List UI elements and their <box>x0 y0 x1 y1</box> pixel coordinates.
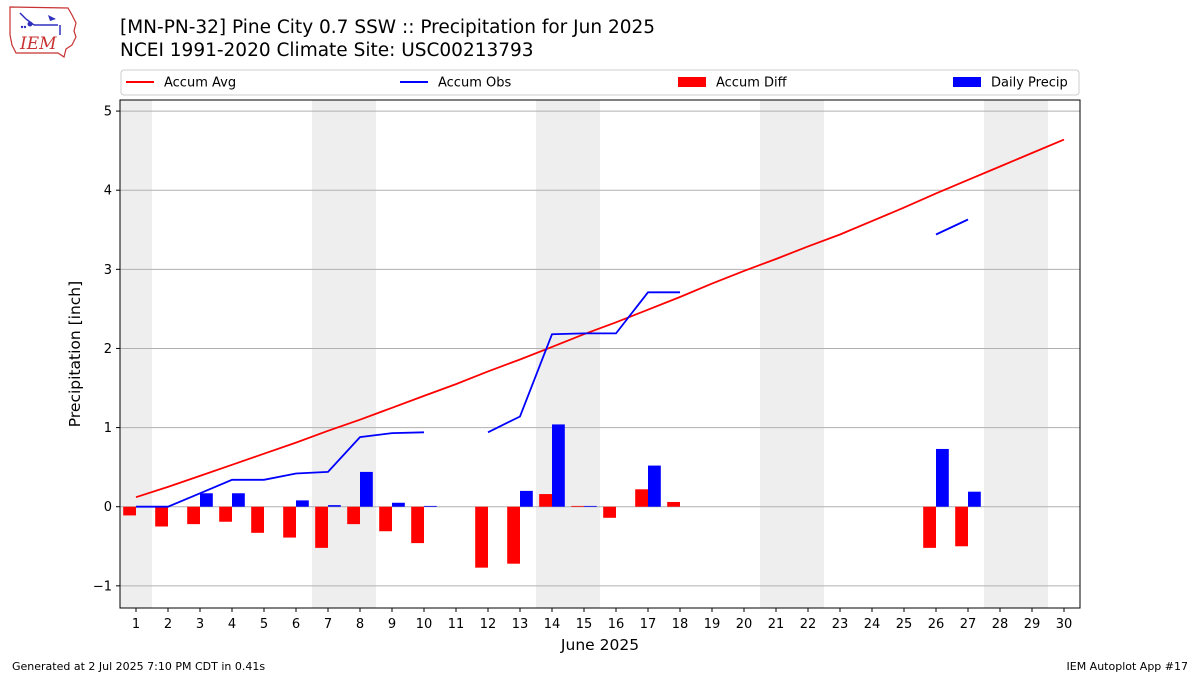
x-tick-label: 14 <box>544 617 561 632</box>
y-tick-label: 2 <box>104 342 112 357</box>
daily-precip-bar <box>968 491 981 507</box>
x-tick-label: 4 <box>228 617 236 632</box>
iem-logo-graphic: IEM <box>9 6 77 58</box>
accum-diff-bar <box>347 506 360 525</box>
y-tick-label: 5 <box>104 105 112 120</box>
daily-precip-bar <box>360 471 373 507</box>
accum-diff-bar <box>635 489 648 507</box>
footer-generated: Generated at 2 Jul 2025 7:10 PM CDT in 0… <box>12 660 266 673</box>
accum-diff-bar <box>603 506 616 518</box>
y-tick-label: 4 <box>104 184 112 199</box>
accum-diff-bar <box>219 506 232 522</box>
y-tick-label: 3 <box>104 263 112 278</box>
weekend-band <box>760 100 824 608</box>
x-tick-label: 24 <box>864 617 881 632</box>
x-tick-label: 3 <box>196 617 204 632</box>
x-tick-label: 9 <box>388 617 396 632</box>
accum-diff-bar <box>507 506 520 564</box>
x-tick-label: 27 <box>960 617 977 632</box>
accum-diff-bar <box>251 506 264 533</box>
x-tick-label: 16 <box>608 617 625 632</box>
accum-obs-line <box>935 218 969 236</box>
accum-diff-bar <box>315 506 328 548</box>
x-tick-label: 12 <box>480 617 497 632</box>
daily-precip-bar <box>232 493 245 507</box>
legend-label: Accum Obs <box>438 76 511 91</box>
x-tick-label: 5 <box>260 617 268 632</box>
accum-avg-line <box>135 138 1065 499</box>
iem-logo-text: IEM <box>19 34 57 54</box>
weekend-band <box>120 100 152 608</box>
x-tick-label: 10 <box>416 617 433 632</box>
chart-subtitle: NCEI 1991-2020 Climate Site: USC00213793 <box>120 40 534 61</box>
y-tick-label: 0 <box>104 500 112 515</box>
accum-diff-bar <box>187 506 200 525</box>
iem-logo: IEM <box>6 5 80 59</box>
legend-label: Daily Precip <box>991 76 1068 91</box>
accum-diff-bar <box>475 506 488 568</box>
daily-precip-bar <box>936 448 949 507</box>
x-tick-label: 1 <box>132 617 140 632</box>
accum-obs-line <box>136 431 425 508</box>
legend-label: Accum Diff <box>716 76 788 91</box>
x-tick-label: 21 <box>768 617 785 632</box>
legend-bar-swatch <box>678 77 706 87</box>
x-axis-label: June 2025 <box>560 636 639 654</box>
footer-app: IEM Autoplot App #17 <box>1066 660 1189 673</box>
daily-precip-bar <box>584 505 597 507</box>
x-tick-label: 28 <box>992 617 1009 632</box>
accum-diff-bar <box>923 506 936 548</box>
accum-diff-bar <box>539 494 552 507</box>
x-tick-label: 18 <box>672 617 689 632</box>
x-tick-label: 2 <box>164 617 172 632</box>
x-tick-label: 17 <box>640 617 657 632</box>
x-tick-label: 11 <box>448 617 465 632</box>
x-tick-label: 30 <box>1056 617 1073 632</box>
accum-diff-bar <box>379 506 392 532</box>
x-tick-label: 23 <box>832 617 849 632</box>
x-tick-label: 6 <box>292 617 300 632</box>
legend-box <box>120 69 1080 96</box>
y-axis-label: Precipitation [inch] <box>66 281 84 427</box>
x-tick-label: 26 <box>928 617 945 632</box>
x-tick-label: 15 <box>576 617 593 632</box>
x-tick-label: 7 <box>324 617 332 632</box>
chart-title: [MN-PN-32] Pine City 0.7 SSW :: Precipit… <box>120 17 656 38</box>
x-tick-label: 8 <box>356 617 364 632</box>
legend-label: Accum Avg <box>164 76 236 91</box>
daily-precip-bar <box>328 505 341 507</box>
accum-diff-bar <box>571 505 584 507</box>
daily-precip-bar <box>392 502 405 507</box>
daily-precip-bar <box>200 493 213 507</box>
accum-diff-bar <box>155 506 168 527</box>
accum-obs-line <box>487 291 680 434</box>
accum-diff-bar <box>123 506 136 516</box>
daily-precip-bar <box>424 505 437 507</box>
weekend-band <box>536 100 600 608</box>
x-tick-label: 19 <box>704 617 721 632</box>
daily-precip-bar <box>520 490 533 507</box>
accum-diff-bar <box>411 506 424 544</box>
accum-diff-bar <box>667 501 680 507</box>
x-tick-label: 20 <box>736 617 753 632</box>
accum-diff-bar <box>283 506 296 538</box>
weekend-band <box>984 100 1048 608</box>
x-tick-label: 22 <box>800 617 817 632</box>
x-tick-label: 29 <box>1024 617 1041 632</box>
daily-precip-bar <box>648 465 661 507</box>
legend-bar-swatch <box>953 77 981 87</box>
daily-precip-bar <box>296 500 309 507</box>
y-tick-label: 1 <box>104 421 112 436</box>
daily-precip-bar <box>552 424 565 507</box>
y-tick-label: −1 <box>93 579 112 594</box>
plot-frame <box>119 99 1081 609</box>
x-tick-label: 13 <box>512 617 529 632</box>
accum-diff-bar <box>955 506 968 547</box>
x-tick-label: 25 <box>896 617 913 632</box>
